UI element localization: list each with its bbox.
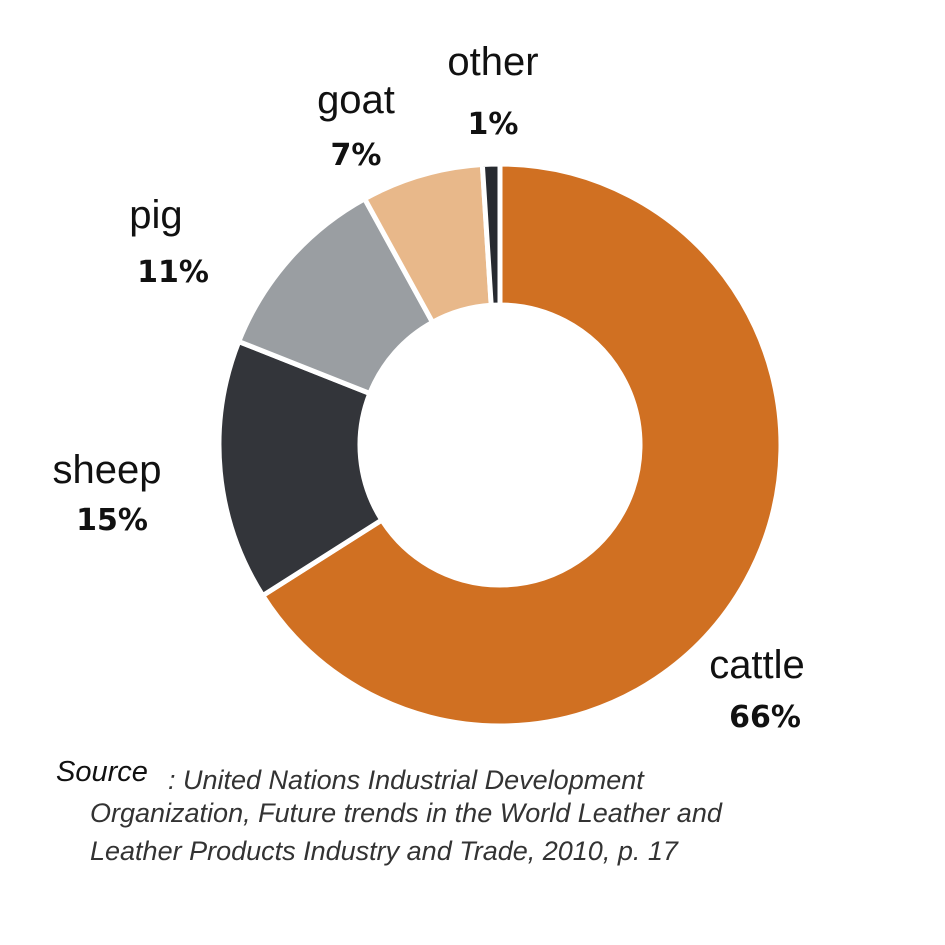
label-other: other: [447, 40, 538, 84]
label-sheep: sheep: [53, 448, 162, 492]
label-goat: goat: [317, 78, 395, 122]
source-text-line-2: Organization, Future trends in the World…: [90, 798, 722, 828]
donut-slices: [216, 161, 784, 729]
label-pig: pig: [129, 193, 182, 237]
value-cattle: 66%: [729, 700, 801, 735]
slice-cattle: [259, 161, 784, 729]
source-text-line-3: Leather Products Industry and Trade, 201…: [90, 836, 678, 866]
value-other: 1%: [468, 107, 519, 142]
slice-sheep: [216, 338, 386, 600]
slice-other: [479, 161, 503, 308]
value-goat: 7%: [331, 138, 382, 173]
source-label: Source: [56, 756, 148, 788]
value-pig: 11%: [137, 255, 209, 290]
source-text-line-1: : United Nations Industrial Development: [168, 765, 644, 795]
value-sheep: 15%: [76, 503, 148, 538]
label-cattle: cattle: [709, 643, 805, 687]
